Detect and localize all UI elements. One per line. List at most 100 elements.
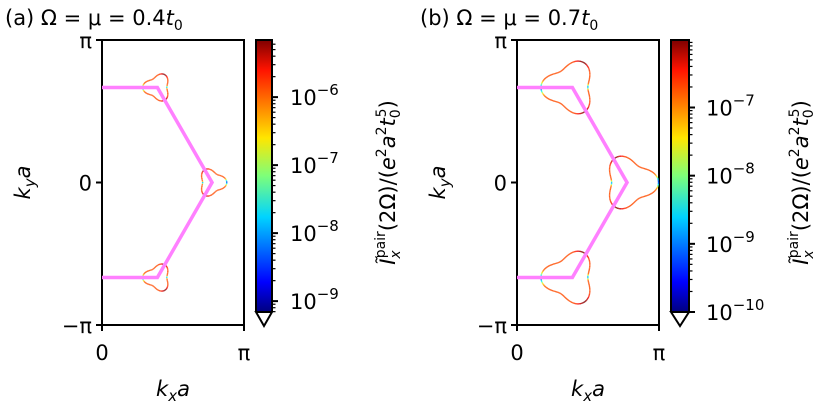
fermi-loop-segment <box>582 111 585 114</box>
fermi-loop-segment <box>567 299 570 302</box>
fermi-loop-segment <box>631 160 634 163</box>
tick-exponent: −7 <box>317 149 339 167</box>
fermi-loop-segment <box>651 170 654 173</box>
fermi-loop-segment <box>563 257 566 259</box>
fermi-loop-segment <box>143 280 145 283</box>
x-label-sub: x <box>167 387 177 405</box>
fermi-loop-segment <box>560 69 563 72</box>
fermi-loop-segment <box>625 206 628 209</box>
fermi-loop-segment <box>164 288 167 291</box>
fermi-loop-segment <box>561 293 564 296</box>
fermi-loop-segment <box>653 172 656 175</box>
fermi-loop-segment <box>547 97 550 100</box>
fermi-loop-segment <box>548 264 551 267</box>
y-axis-label: kya <box>426 166 454 200</box>
fermi-loop-segment <box>561 259 564 262</box>
fermi-loop-segment <box>629 158 632 161</box>
fermi-loop-segment <box>637 164 639 167</box>
fermi-loop-segment <box>567 109 570 112</box>
fermi-loop-segment <box>143 281 146 283</box>
fermi-loop-segment <box>545 286 548 289</box>
fermi-loop-segment <box>547 287 550 290</box>
brillouin-zone-boundary <box>517 85 630 280</box>
tick-base: 10 <box>706 301 733 325</box>
fermi-loop-segment <box>564 106 567 109</box>
tick-base: 10 <box>290 222 317 246</box>
fermi-loop-segment <box>143 272 145 275</box>
fermi-loop-segment <box>143 82 146 84</box>
fermi-loop-segment <box>545 76 548 79</box>
x-label-rest: a <box>592 377 605 401</box>
fermi-loop-segment <box>562 258 565 261</box>
fermi-loop-segment <box>546 97 549 100</box>
label-e-sup: 2 <box>787 148 803 157</box>
fermi-loop-segment <box>566 108 569 111</box>
label-base: Ĩ <box>374 256 400 265</box>
colorbar-tick-label: 10−9 <box>706 228 755 257</box>
fermi-loop-segment <box>587 256 590 259</box>
fermi-loop-segment <box>560 102 562 105</box>
y-label-rest: a <box>11 166 35 179</box>
fermi-loop-segment <box>586 107 589 110</box>
fermi-loop-segment <box>615 156 618 159</box>
label-rest: (2Ω)/( <box>376 170 400 231</box>
fermi-loop-segment <box>561 103 564 106</box>
label-a-sup: 2 <box>374 126 390 135</box>
label-a-sup: 2 <box>787 126 803 135</box>
fermi-loop-segment <box>541 80 544 83</box>
label-base: Ĩ <box>787 256 813 265</box>
label-t: t <box>789 117 813 126</box>
label-rest: (2Ω)/( <box>789 170 813 231</box>
label-e-sup: 2 <box>374 148 390 157</box>
fermi-loop-segment <box>628 157 631 160</box>
fermi-loop-segment <box>586 65 589 68</box>
fermi-loop-segment <box>588 258 590 261</box>
colorbar-label: Ĩxpair(2Ω)/(e2a2t05) <box>373 100 404 265</box>
fermi-loop-segment <box>656 176 659 179</box>
fermi-loop-segment <box>224 177 227 180</box>
fermi-loop-segment <box>628 205 631 208</box>
fermi-loop-segment <box>543 285 546 288</box>
y-tick-label: 0 <box>494 172 507 196</box>
fermi-loop-segment <box>569 252 572 255</box>
fermi-loop-segment <box>143 272 146 274</box>
fermi-loop-segment <box>550 289 553 292</box>
fermi-loop-segment <box>582 251 585 254</box>
label-rest2: ) <box>789 100 813 108</box>
colorbar-tick-label: 10−7 <box>706 91 755 120</box>
fermi-loop-segment <box>164 74 167 77</box>
fermi-loop-segment <box>634 200 637 203</box>
fermi-loop-segment <box>143 90 145 93</box>
fermi-loop <box>141 73 169 102</box>
fermi-loop-segment <box>588 104 590 107</box>
fermi-loop <box>200 168 228 197</box>
fermi-loop-segment <box>565 65 568 68</box>
fermi-loop-segment <box>550 73 553 76</box>
y-tick-label: −π <box>62 314 93 338</box>
title-sub: 0 <box>174 18 183 34</box>
fermi-loop-segment <box>582 301 585 304</box>
fermi-loop <box>141 263 169 292</box>
fermi-loop-segment <box>564 256 567 259</box>
fermi-loop-segment <box>635 199 638 202</box>
label-sub: x <box>801 250 817 260</box>
fermi-loop-segment <box>588 68 590 70</box>
fermi-loop-segment <box>585 63 588 67</box>
fermi-loop-segment <box>543 95 546 98</box>
fermi-loop-segment <box>582 61 585 64</box>
fermi-loop-segment <box>588 295 590 297</box>
fermi-loop-segment <box>652 171 655 174</box>
fermi-loop-segment <box>165 288 167 290</box>
title-var: t <box>166 6 175 30</box>
fermi-loop-segment <box>632 202 635 204</box>
fermi-loop-segment <box>631 202 634 205</box>
label-t-sup: 5 <box>787 108 803 117</box>
tick-base: 10 <box>290 86 317 110</box>
fermi-loop-segment <box>542 284 545 287</box>
fermi-loop-segment <box>560 260 563 262</box>
fermi-loop-segment <box>656 186 659 189</box>
y-tick-label: 0 <box>79 172 92 196</box>
tick-base: 10 <box>290 154 317 178</box>
tick-exponent: −9 <box>733 228 755 246</box>
fermi-loop-segment <box>565 297 568 300</box>
